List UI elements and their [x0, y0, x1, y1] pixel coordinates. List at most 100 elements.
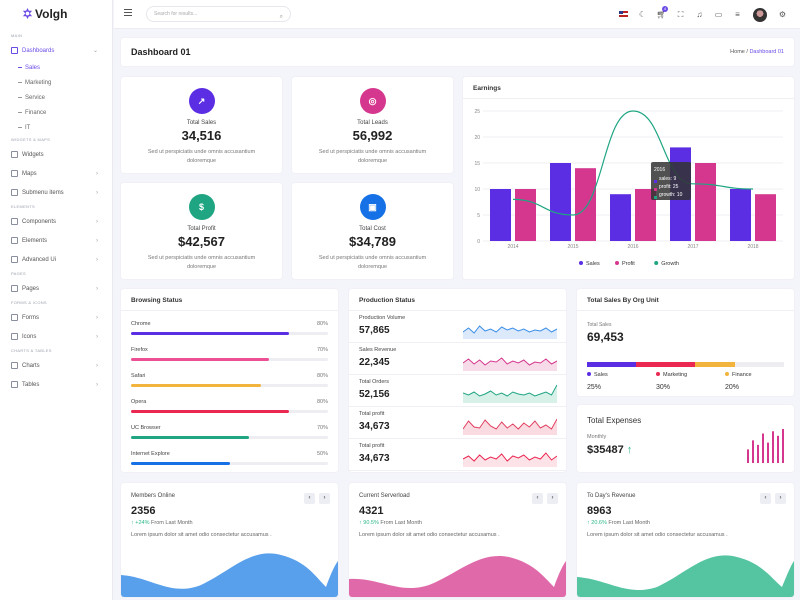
arrow-up-icon: ↑: [587, 520, 592, 526]
bar-sales[interactable]: [730, 189, 751, 241]
dash-icon: [18, 127, 22, 128]
menu-toggle-icon[interactable]: [124, 9, 132, 17]
x-tick-label: 2018: [747, 244, 758, 250]
sidebar-item-charts[interactable]: Charts ›: [0, 356, 112, 375]
browsing-status-card: Browsing Status Chrome 80% Firefox 70% Safar…: [121, 289, 338, 472]
dash-icon: [18, 82, 22, 83]
expense-bar: [767, 442, 769, 463]
bar-profit[interactable]: [515, 189, 536, 241]
expenses-value: $35487: [587, 444, 624, 456]
production-value: 22,345: [359, 357, 390, 368]
map-icon: [11, 170, 18, 177]
browser-row: Firefox 70%: [131, 347, 328, 361]
mini-value: 8963: [587, 505, 612, 517]
sidebar-item-submenu[interactable]: Submenu items ›: [0, 183, 112, 202]
progress-fill: [131, 358, 269, 361]
sidebar-item-advanced-ui[interactable]: Advanced Ui ›: [0, 250, 112, 269]
sidebar-item-components[interactable]: Components ›: [0, 212, 112, 231]
sidebar-subitem-label: Sales: [25, 64, 41, 71]
production-sparkline: [463, 357, 557, 371]
sidebar-item-label: Submenu items: [22, 189, 64, 196]
chevron-right-icon: ›: [96, 218, 98, 225]
mini-change: ↑ 90.5% From Last Month: [359, 520, 422, 526]
stat-value: 56,992: [352, 128, 393, 143]
production-label: Production Volume: [359, 315, 406, 321]
browser-name: Internet Explore: [131, 451, 170, 457]
sidebar-item-elements[interactable]: Elements ›: [0, 231, 112, 250]
legend-dot: [615, 261, 619, 265]
legend-value: 25%: [587, 384, 602, 391]
sidebar-item-forms[interactable]: Forms ›: [0, 308, 112, 327]
x-tick-label: 2015: [567, 244, 578, 250]
prev-button[interactable]: ‹: [760, 493, 771, 504]
stat-description: Sed ut perspiciatis unde omnis accusanti…: [318, 255, 427, 270]
arrow-up-icon: ↑: [359, 520, 364, 526]
expense-bar: [777, 435, 779, 463]
legend-label: Finance: [732, 372, 752, 378]
next-button[interactable]: ›: [547, 493, 558, 504]
notification-bell-icon[interactable]: ♫: [696, 10, 703, 19]
app-logo[interactable]: Volgh: [0, 0, 112, 28]
bar-sales[interactable]: [610, 194, 631, 241]
avatar[interactable]: [753, 7, 767, 22]
prev-button[interactable]: ‹: [304, 493, 315, 504]
breadcrumb-home[interactable]: Home: [730, 49, 745, 55]
todays-revenue-card: To Day's Revenue 8963 ↑ 20.6% From Last …: [577, 483, 794, 597]
sidebar-item-tables[interactable]: Tables ›: [0, 375, 112, 394]
mini-change: ↑ 20.6% From Last Month: [587, 520, 650, 526]
card-header: [349, 289, 566, 311]
sidebar-item-label: Icons: [22, 333, 37, 340]
y-tick-label: 0: [477, 239, 480, 245]
chat-icon[interactable]: ▭: [714, 10, 723, 19]
browser-name: Firefox: [131, 347, 148, 353]
search-icon[interactable]: ⌕: [279, 14, 283, 20]
bar-sales[interactable]: [550, 163, 571, 241]
tables-icon: [11, 381, 18, 388]
fullscreen-icon[interactable]: ⛶: [677, 9, 684, 19]
x-tick-label: 2014: [507, 244, 518, 250]
sidebar-item-dashboards[interactable]: Dashboards ⌄: [0, 41, 112, 60]
cart-icon[interactable]: 🛒︎ 4: [656, 6, 668, 19]
sidebar-item-icons[interactable]: Icons ›: [0, 327, 112, 346]
chevron-right-icon: ›: [96, 314, 98, 321]
sidebar-subitem-sales[interactable]: Sales: [0, 60, 112, 75]
next-button[interactable]: ›: [319, 493, 330, 504]
org-bar-segment: [636, 362, 696, 367]
next-button[interactable]: ›: [775, 493, 786, 504]
mini-desc: Lorem ipsum dolor sit amet odio consecte…: [587, 532, 728, 538]
progress-fill: [131, 462, 230, 465]
breadcrumb-separator: /: [746, 49, 748, 55]
stat-value: $34,789: [349, 234, 396, 249]
settings-gear-icon[interactable]: ⚙: [778, 10, 787, 19]
legend-value: 20%: [725, 384, 740, 391]
sidebar-subitem-marketing[interactable]: Marketing: [0, 75, 112, 90]
sidebar-item-maps[interactable]: Maps ›: [0, 164, 112, 183]
production-label: Total Orders: [359, 379, 389, 385]
bar-profit[interactable]: [695, 163, 716, 241]
legend-label: Profit: [622, 261, 635, 267]
search-input[interactable]: Search for results... ⌕: [146, 6, 291, 22]
sidebar-subitem-service[interactable]: Service: [0, 90, 112, 105]
section-widgets: WIDGETS & MAPS: [11, 137, 51, 142]
language-flag-icon[interactable]: [614, 10, 633, 19]
sidebar-subitem-label: Service: [25, 94, 46, 101]
prev-button[interactable]: ‹: [532, 493, 543, 504]
sidebar-item-pages[interactable]: Pages ›: [0, 279, 112, 298]
bar-profit[interactable]: [755, 194, 776, 241]
dark-mode-icon[interactable]: ☾: [638, 10, 647, 19]
list-icon[interactable]: ≡: [735, 10, 740, 19]
bar-profit[interactable]: [575, 168, 596, 241]
sidebar-item-widgets[interactable]: Widgets: [0, 145, 112, 164]
sidebar-subitem-it[interactable]: IT: [0, 120, 112, 135]
production-value: 57,865: [359, 325, 390, 336]
arrow-up-icon: ↑: [131, 520, 136, 526]
production-sparkline: [463, 452, 557, 467]
browser-row: Safari 80%: [131, 373, 328, 387]
stat-card-total-leads: ◎ Total Leads 56,992 Sed ut perspiciatis…: [292, 77, 453, 173]
sidebar-subitem-finance[interactable]: Finance: [0, 105, 112, 120]
earnings-card: Earnings 0 5 10 15 20 25 2014 2015 2016 2017 2018 2…: [463, 77, 794, 279]
bar-profit[interactable]: [635, 189, 656, 241]
chevron-right-icon: ›: [96, 237, 98, 244]
elements-icon: [11, 237, 18, 244]
bar-sales[interactable]: [490, 189, 511, 241]
